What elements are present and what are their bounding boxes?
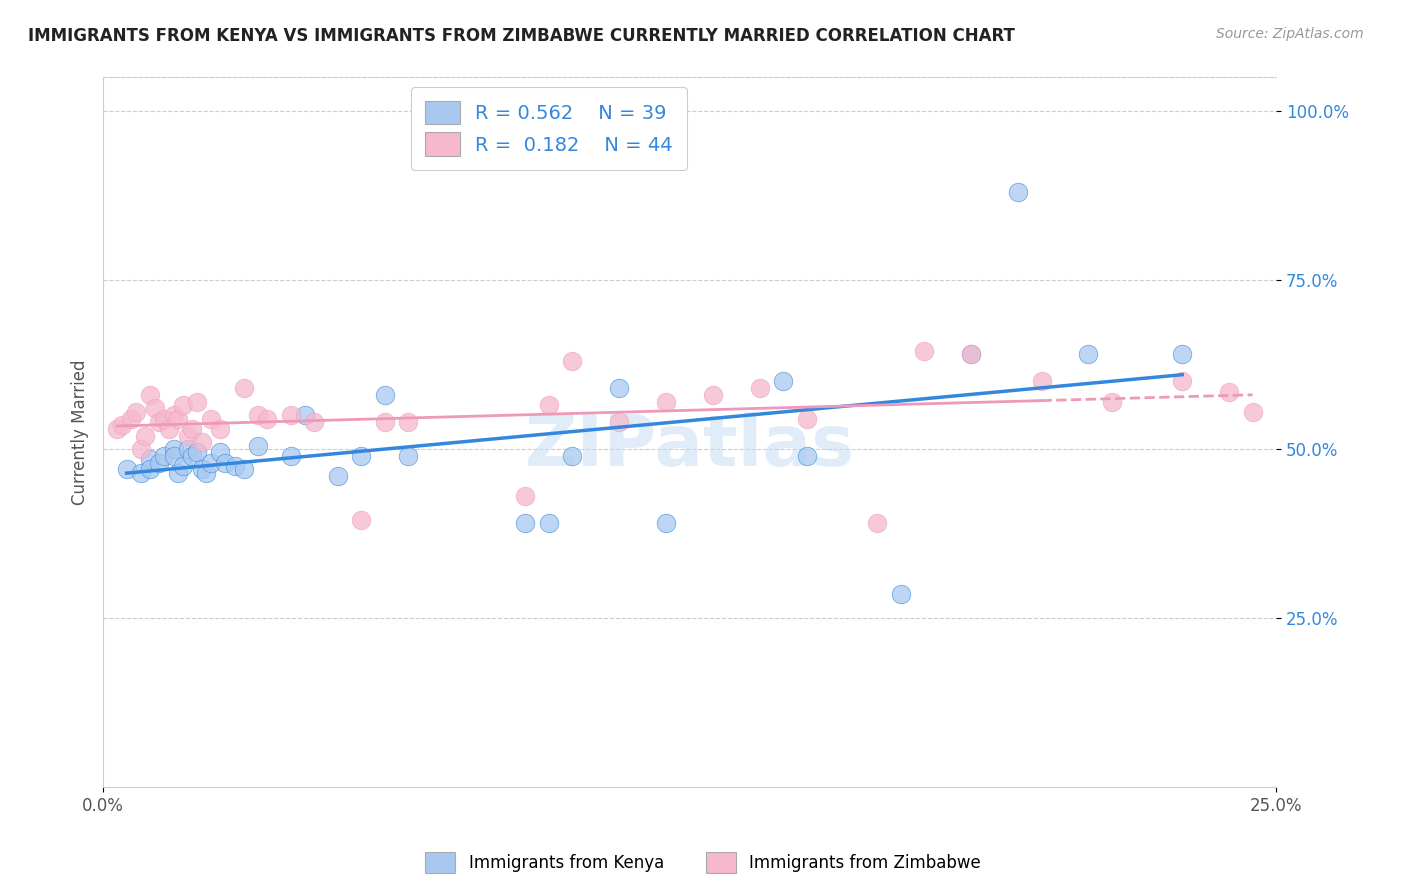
Point <box>120 411 142 425</box>
Point <box>167 411 190 425</box>
Point <box>537 398 560 412</box>
Point <box>105 422 128 436</box>
Point <box>224 458 246 473</box>
Point <box>125 405 148 419</box>
Point <box>246 409 269 423</box>
Point <box>561 354 583 368</box>
Point <box>148 456 170 470</box>
Point <box>749 381 772 395</box>
Point <box>162 449 184 463</box>
Point <box>139 452 162 467</box>
Point <box>1171 375 1194 389</box>
Y-axis label: Currently Married: Currently Married <box>72 359 89 505</box>
Point <box>1171 347 1194 361</box>
Point <box>176 442 198 456</box>
Point <box>912 344 935 359</box>
Point <box>111 418 134 433</box>
Point <box>1077 347 1099 361</box>
Point <box>515 516 537 531</box>
Point <box>190 435 212 450</box>
Point <box>139 388 162 402</box>
Point <box>186 445 208 459</box>
Point <box>200 411 222 425</box>
Point <box>214 456 236 470</box>
Point <box>374 415 396 429</box>
Point <box>960 347 983 361</box>
Point <box>232 462 254 476</box>
Point <box>195 466 218 480</box>
Point <box>537 516 560 531</box>
Point <box>304 415 326 429</box>
Point <box>350 449 373 463</box>
Point <box>162 442 184 456</box>
Point <box>153 449 176 463</box>
Point <box>157 422 180 436</box>
Point <box>200 456 222 470</box>
Point <box>181 449 204 463</box>
Point <box>186 394 208 409</box>
Point <box>1241 405 1264 419</box>
Point <box>232 381 254 395</box>
Point <box>655 516 678 531</box>
Point <box>172 398 194 412</box>
Legend: R = 0.562    N = 39, R =  0.182    N = 44: R = 0.562 N = 39, R = 0.182 N = 44 <box>411 87 686 169</box>
Point <box>396 449 419 463</box>
Point <box>772 375 794 389</box>
Point <box>515 489 537 503</box>
Point <box>176 428 198 442</box>
Point <box>1101 394 1123 409</box>
Point <box>294 409 316 423</box>
Point <box>280 449 302 463</box>
Point <box>246 439 269 453</box>
Point <box>655 394 678 409</box>
Point <box>1031 375 1053 389</box>
Point <box>148 415 170 429</box>
Point <box>190 462 212 476</box>
Point <box>162 409 184 423</box>
Point <box>326 469 349 483</box>
Point <box>181 422 204 436</box>
Point <box>374 388 396 402</box>
Point <box>129 442 152 456</box>
Point <box>280 409 302 423</box>
Point <box>1218 384 1240 399</box>
Point <box>702 388 724 402</box>
Point <box>607 415 630 429</box>
Point <box>1007 186 1029 200</box>
Point <box>960 347 983 361</box>
Text: IMMIGRANTS FROM KENYA VS IMMIGRANTS FROM ZIMBABWE CURRENTLY MARRIED CORRELATION : IMMIGRANTS FROM KENYA VS IMMIGRANTS FROM… <box>28 27 1015 45</box>
Point <box>396 415 419 429</box>
Point <box>134 428 156 442</box>
Point <box>129 466 152 480</box>
Text: Source: ZipAtlas.com: Source: ZipAtlas.com <box>1216 27 1364 41</box>
Point <box>796 449 818 463</box>
Point <box>796 411 818 425</box>
Point <box>115 462 138 476</box>
Point <box>561 449 583 463</box>
Point <box>167 466 190 480</box>
Point <box>143 401 166 416</box>
Point <box>209 422 232 436</box>
Point <box>607 381 630 395</box>
Point <box>866 516 889 531</box>
Point <box>350 513 373 527</box>
Text: ZIPatlas: ZIPatlas <box>524 412 855 481</box>
Point <box>256 411 278 425</box>
Point <box>139 462 162 476</box>
Point <box>209 445 232 459</box>
Point <box>172 458 194 473</box>
Point <box>153 411 176 425</box>
Legend: Immigrants from Kenya, Immigrants from Zimbabwe: Immigrants from Kenya, Immigrants from Z… <box>419 846 987 880</box>
Point <box>890 587 912 601</box>
